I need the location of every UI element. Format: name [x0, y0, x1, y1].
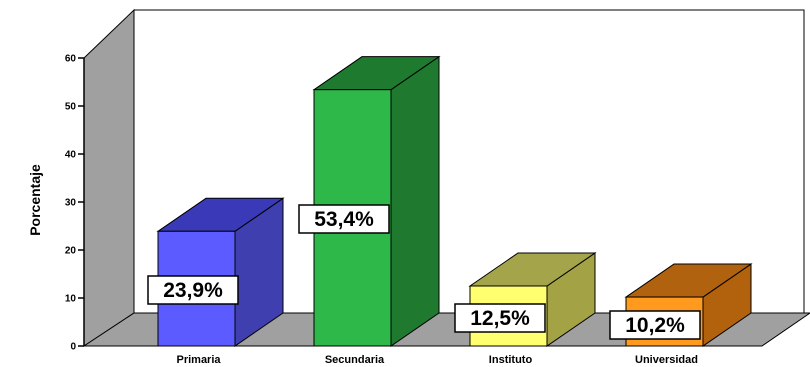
y-tick-label: 0 [70, 342, 76, 353]
data-label-instituto: 12,5% [454, 303, 546, 333]
data-label-text: 53,4% [314, 208, 374, 231]
y-tick-label: 20 [65, 246, 77, 257]
data-label-text: 10,2% [625, 314, 685, 337]
bar-side [390, 55, 440, 347]
bars-group: 23,9% 53,4% 12,5% 10,2% [147, 55, 753, 347]
left-wall [83, 8, 135, 347]
category-label: Primaria [176, 354, 221, 366]
y-tick-label: 10 [65, 294, 77, 305]
data-label-box [298, 204, 390, 234]
y-tick-label: 60 [65, 54, 77, 65]
y-tick-label: 30 [65, 198, 77, 209]
data-label-box [609, 310, 701, 340]
data-label-box [147, 275, 239, 305]
data-label-box [454, 303, 546, 333]
data-label-primaria: 23,9% [147, 275, 239, 305]
category-labels: Primaria Secundaria Instituto Universidad [176, 354, 698, 366]
category-label: Instituto [489, 354, 533, 366]
category-label: Secundaria [325, 354, 385, 366]
category-label: Universidad [635, 354, 698, 366]
data-label-secundaria: 53,4% [298, 204, 390, 234]
data-label-universidad: 10,2% [609, 310, 701, 340]
y-tick-label: 40 [65, 150, 77, 161]
y-tick-label: 50 [65, 102, 77, 113]
data-label-text: 12,5% [470, 307, 530, 330]
data-label-text: 23,9% [163, 279, 223, 302]
bar-primaria [156, 197, 285, 347]
bar-secundaria [312, 55, 441, 347]
y-axis: 0 10 20 30 40 50 60 [65, 54, 85, 353]
y-axis-label: Porcentaje [27, 164, 43, 236]
